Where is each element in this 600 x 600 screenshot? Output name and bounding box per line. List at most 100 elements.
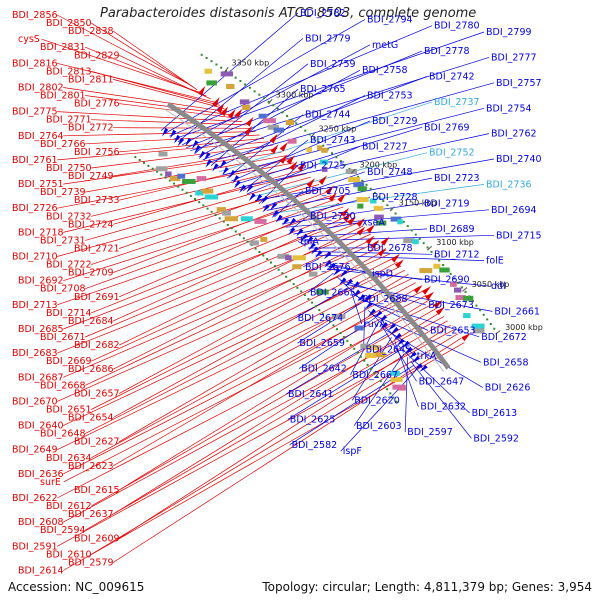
forward-gene-labels: BDI_2856BDI_2850BDI_2838cysSBDI_2831BDI_… — [12, 10, 120, 576]
forward-leader-line — [57, 206, 344, 306]
reverse-leader-line — [239, 133, 490, 188]
reverse-gene-arrow — [282, 217, 290, 226]
reverse-gene-arrow — [393, 332, 402, 341]
feature-category-block — [419, 268, 433, 274]
forward-gene-label: BDI_2591 — [12, 541, 58, 552]
forward-leader-line — [91, 187, 324, 265]
rna-dot — [295, 122, 298, 125]
reverse-gene-label: BDI_2645 — [366, 345, 412, 356]
reverse-leader-line — [287, 349, 402, 420]
forward-gene-label: BDI_2756 — [74, 147, 120, 158]
reverse-gene-arrow — [333, 268, 341, 276]
reverse-gene-label: ddl — [491, 281, 506, 292]
reverse-leader-line — [311, 251, 433, 255]
rna-dot — [206, 207, 209, 210]
rna-dot — [331, 152, 333, 155]
feature-category-block — [398, 385, 406, 391]
feature-category-block — [292, 255, 306, 261]
forward-gene-label: BDI_2710 — [12, 252, 58, 263]
rna-dot — [410, 229, 413, 232]
feature-category-block — [201, 188, 214, 194]
reverse-leader-line — [322, 261, 371, 274]
rna-dot — [202, 204, 205, 207]
feature-category-block — [331, 313, 346, 319]
reverse-gene-label: BDI_2597 — [407, 427, 453, 438]
forward-gene-label: BDI_2733 — [74, 195, 120, 206]
forward-gene-arrow — [220, 106, 229, 117]
reverse-gene-label: BDI_2744 — [305, 110, 351, 121]
reverse-leader-line — [315, 254, 485, 261]
forward-leader-line — [91, 257, 394, 410]
feature-category-block — [463, 313, 471, 319]
forward-gene-label: BDI_2657 — [74, 388, 120, 399]
reverse-leader-line — [223, 107, 485, 176]
feature-category-block — [226, 84, 235, 89]
position-tick — [495, 330, 501, 335]
reverse-leader-line — [357, 298, 480, 338]
reverse-leader-line — [281, 203, 423, 225]
feature-category-block — [182, 179, 196, 184]
feature-category-block — [158, 151, 168, 157]
rna-dot — [263, 97, 265, 100]
reverse-gene-arrow — [288, 217, 297, 226]
feature-category-block — [412, 239, 419, 245]
feature-category-block — [292, 264, 302, 270]
reverse-leader-line — [274, 190, 304, 218]
rna-dot — [336, 328, 338, 331]
rna-dot — [418, 237, 421, 240]
reverse-gene-arrow — [308, 242, 316, 251]
reverse-leader-line — [302, 258, 320, 268]
forward-gene-label: BDI_2724 — [68, 219, 114, 230]
reverse-leader-line — [285, 333, 389, 395]
rna-dot — [185, 191, 188, 194]
rna-dot — [489, 323, 492, 325]
reverse-gene-label: BDI_2780 — [434, 21, 480, 32]
forward-leader-line — [113, 237, 375, 370]
forward-gene-arrow — [380, 236, 390, 246]
feature-category-block — [249, 240, 259, 246]
feature-category-block — [308, 271, 318, 277]
forward-gene-label: BDI_2829 — [74, 50, 120, 61]
rna-dot — [267, 100, 270, 103]
reverse-gene-label: BDI_2673 — [428, 300, 474, 311]
reverse-gene-arrow — [352, 281, 360, 289]
reverse-leader-line — [297, 302, 362, 344]
reverse-leader-line — [173, 31, 485, 140]
reverse-leader-line — [340, 369, 418, 452]
forward-gene-label: BDI_2772 — [68, 123, 114, 134]
forward-gene-label: BDI_2726 — [12, 203, 58, 214]
rna-dot — [365, 183, 368, 186]
forward-gene-label: BDI_2609 — [74, 533, 120, 544]
reverse-gene-arrow — [288, 227, 296, 236]
reverse-gene-arrow — [324, 259, 332, 268]
reverse-gene-label: BDI_2723 — [434, 173, 480, 184]
rna-dot — [366, 363, 369, 366]
reverse-gene-label: BDI_2799 — [486, 27, 532, 38]
reverse-gene-label: BDI_2759 — [310, 59, 356, 70]
reverse-gene-label: BDI_2641 — [288, 389, 334, 400]
rna-dot — [386, 388, 389, 391]
reverse-leader-line — [307, 272, 334, 293]
reverse-gene-label: BDI_2778 — [424, 46, 470, 57]
forward-gene-label: BDI_2686 — [68, 364, 114, 375]
rna-dot — [277, 268, 280, 271]
feature-category-block — [374, 214, 384, 220]
feature-category-block — [258, 113, 267, 119]
forward-gene-label: cysS — [18, 34, 40, 45]
rna-dot — [406, 225, 409, 228]
forward-leader-line — [63, 195, 332, 282]
forward-gene-label: BDI_2636 — [18, 469, 64, 480]
rna-dot — [356, 351, 359, 354]
reverse-gene-arrow — [345, 278, 354, 287]
rna-dot — [289, 279, 291, 282]
rna-dot — [344, 164, 347, 166]
gene-features — [155, 68, 485, 391]
rna-dot — [313, 137, 316, 140]
rna-dot — [369, 187, 372, 190]
rna-dot — [414, 233, 417, 236]
reverse-gene-arrow — [222, 166, 229, 176]
rna-dot — [226, 223, 229, 226]
forward-leader-line — [91, 210, 348, 314]
feature-category-block — [196, 176, 207, 182]
rna-dot — [348, 167, 351, 170]
